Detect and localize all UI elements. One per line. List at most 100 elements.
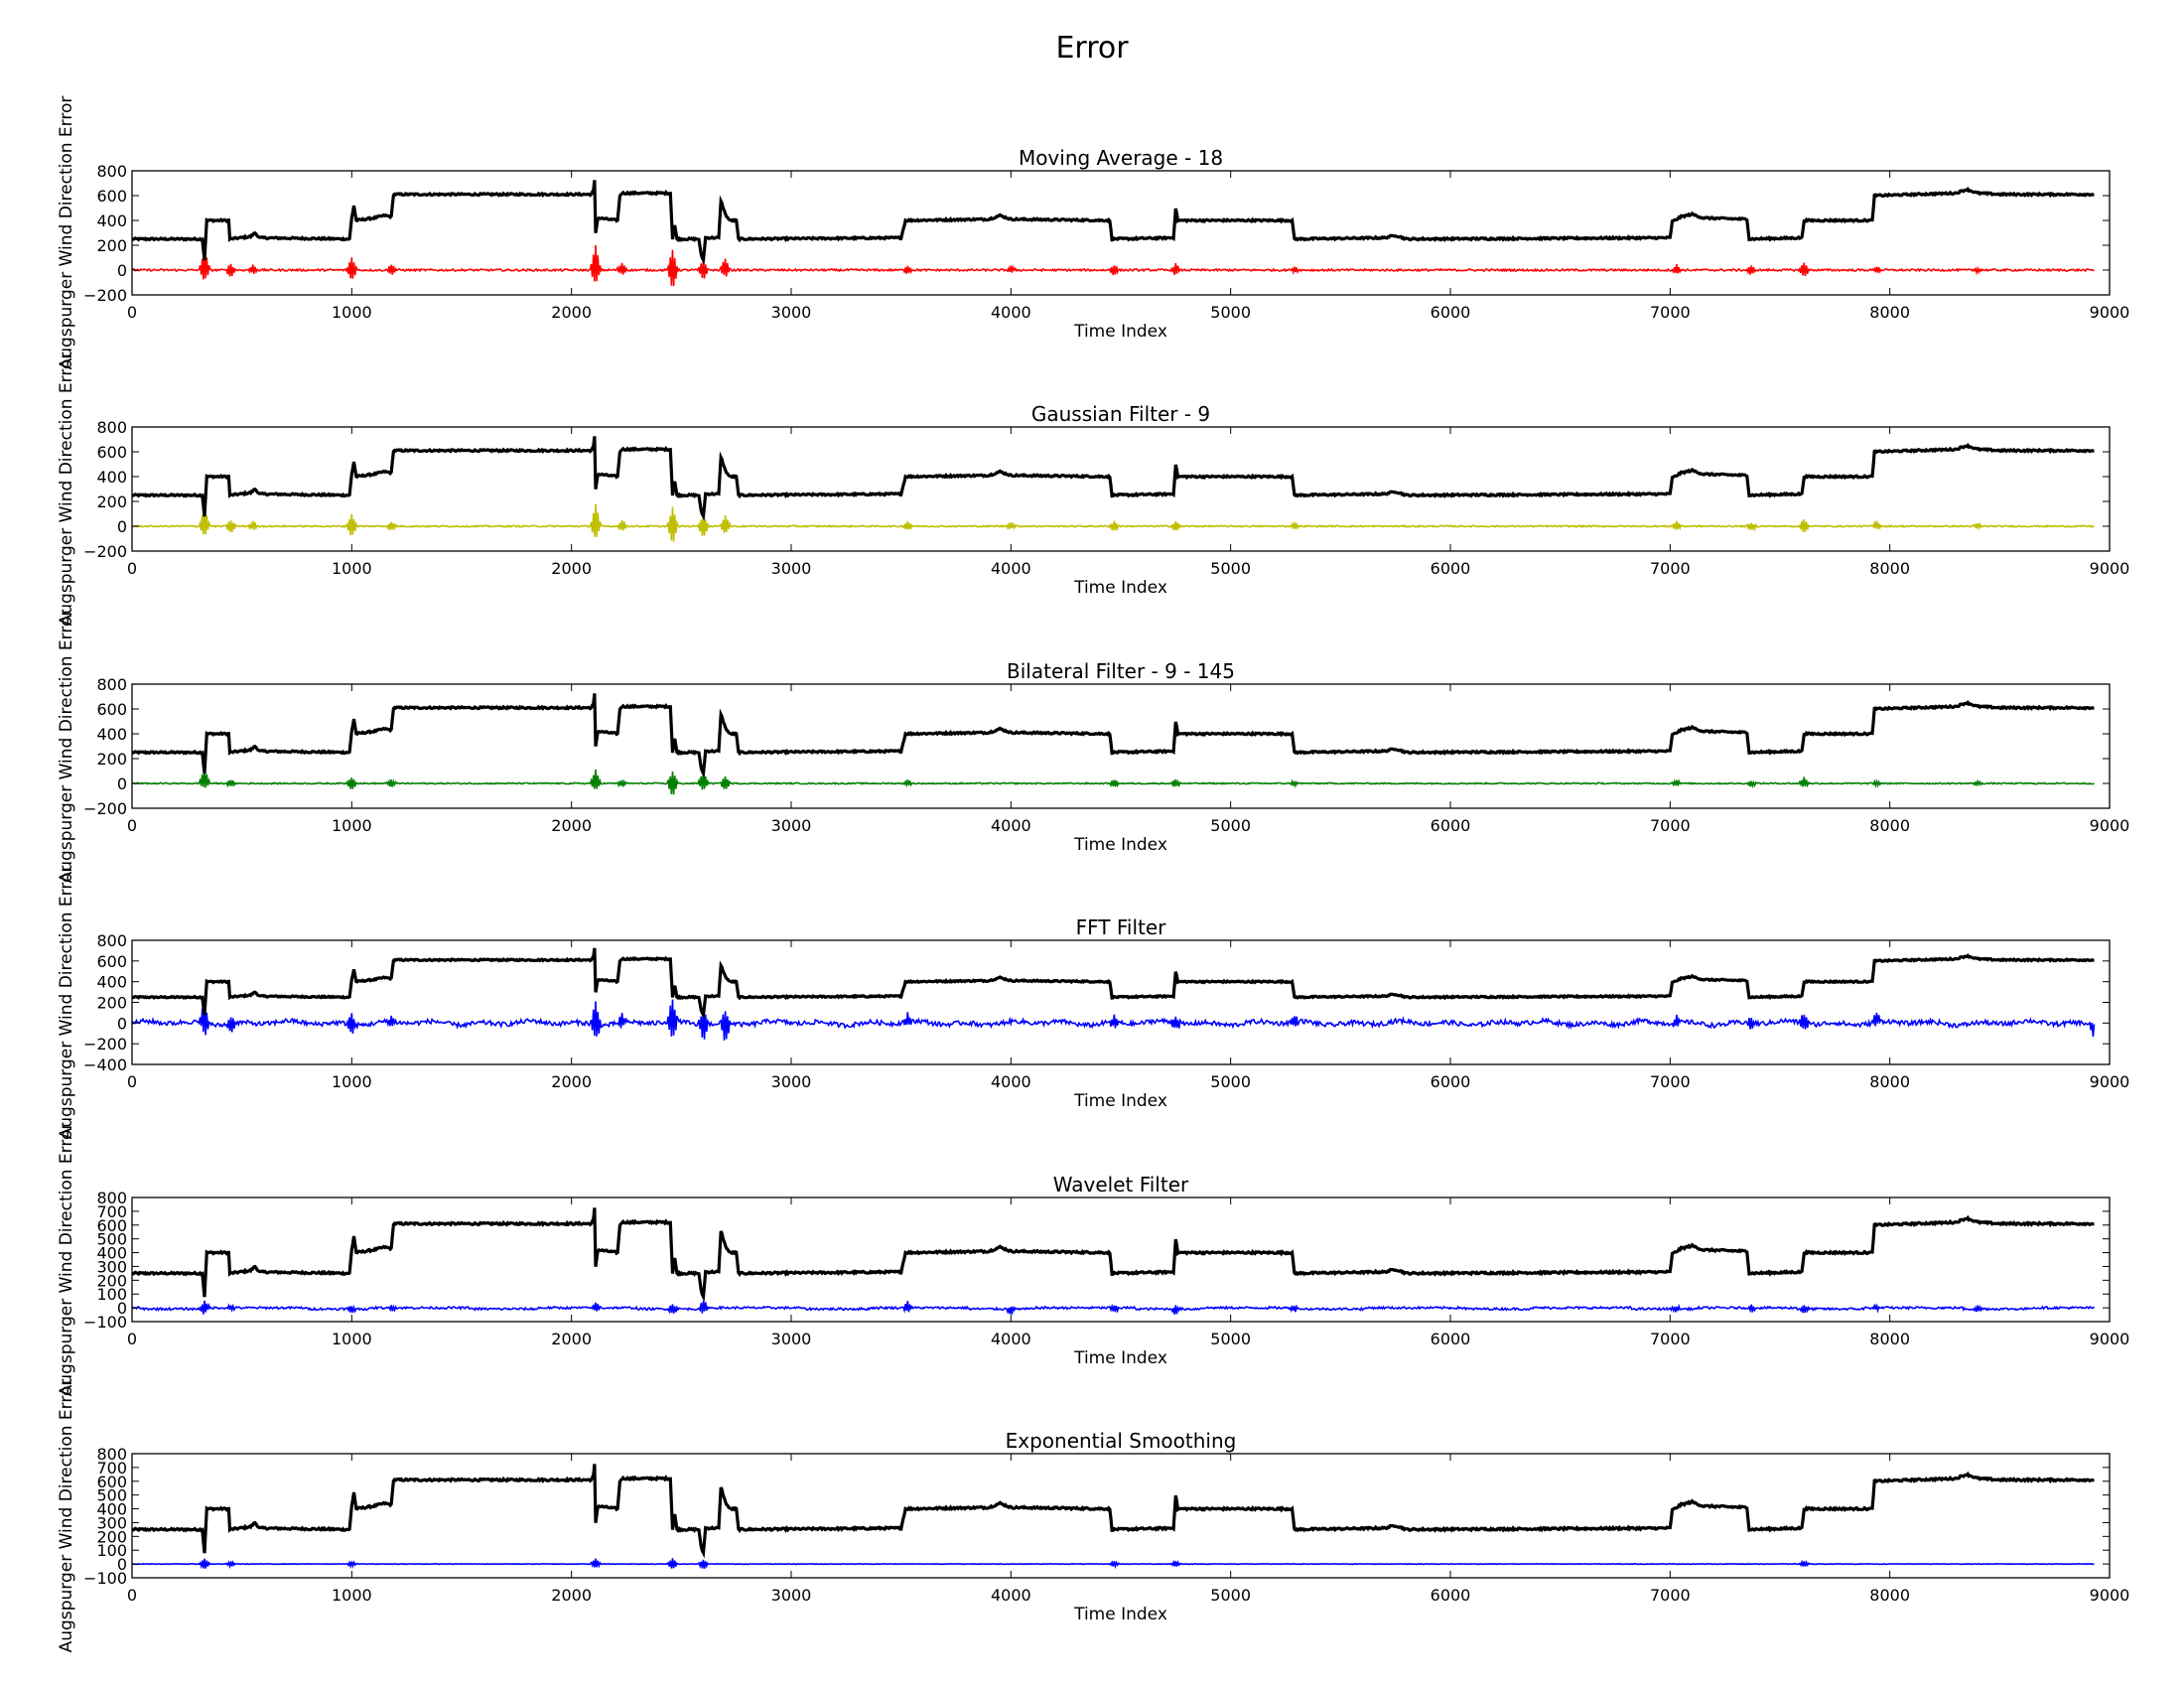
subplot-title: Gaussian Filter - 9 — [1031, 402, 1210, 426]
x-tick-label: 2000 — [551, 1072, 592, 1091]
x-tick-label: 6000 — [1431, 1586, 1471, 1605]
subplot-title: Bilateral Filter - 9 - 145 — [1007, 659, 1235, 683]
subplot-3: 0 1000 2000 3000 4000 5000 6000 7000 8000 9000−20… — [57, 610, 2129, 884]
axes-frame — [131, 1453, 2111, 1579]
x-tick-label: 9000 — [2090, 303, 2130, 322]
error-series-line — [132, 1558, 2095, 1570]
y-tick-label: 0 — [117, 1014, 127, 1033]
y-axis-label: Augspurger Wind Direction Error — [57, 866, 76, 1140]
x-axis-label: Time Index — [1073, 1605, 1167, 1624]
signal-series-line — [132, 180, 2095, 266]
signal-series-line — [132, 1464, 2095, 1559]
y-tick-label: 600 — [96, 1216, 127, 1235]
x-tick-label: 2000 — [551, 1586, 592, 1605]
x-tick-label: 3000 — [771, 1586, 812, 1605]
y-tick-label: 0 — [117, 517, 127, 536]
subplot-6: 0 1000 2000 3000 4000 5000 6000 7000 8000 9000−10… — [57, 1379, 2129, 1653]
y-tick-label: 700 — [96, 1459, 127, 1477]
figure-title: Error — [1055, 31, 1129, 66]
x-tick-label: 6000 — [1431, 1072, 1471, 1091]
x-tick-label: 4000 — [991, 559, 1031, 578]
x-tick-label: 9000 — [2090, 559, 2130, 578]
x-tick-label: 1000 — [332, 1330, 372, 1348]
x-tick-label: 9000 — [2090, 816, 2130, 835]
x-tick-label: 7000 — [1650, 1072, 1691, 1091]
signal-series-line — [132, 436, 2095, 522]
y-tick-label: 800 — [96, 1445, 127, 1464]
y-tick-label: 0 — [117, 774, 127, 793]
y-tick-label: −200 — [83, 286, 127, 305]
y-tick-label: 400 — [96, 973, 127, 992]
y-tick-label: −200 — [83, 799, 127, 818]
x-axis-label: Time Index — [1073, 835, 1167, 855]
x-tick-label: 0 — [127, 1072, 137, 1091]
y-tick-label: 300 — [96, 1513, 127, 1532]
y-tick-label: 700 — [96, 1202, 127, 1221]
y-tick-label: 600 — [96, 443, 127, 462]
y-tick-label: −200 — [83, 1035, 127, 1054]
signal-series-line — [132, 693, 2095, 779]
x-tick-label: 0 — [127, 559, 137, 578]
y-tick-label: 100 — [96, 1285, 127, 1304]
x-tick-label: 2000 — [551, 816, 592, 835]
y-tick-label: −100 — [83, 1569, 127, 1588]
error-series-line — [132, 1300, 2096, 1315]
y-tick-label: 200 — [96, 1527, 127, 1546]
subplot-title: Wavelet Filter — [1053, 1173, 1189, 1196]
y-tick-label: 800 — [96, 162, 127, 181]
y-tick-label: 800 — [96, 1189, 127, 1207]
y-tick-label: 800 — [96, 675, 127, 694]
x-tick-label: 6000 — [1431, 559, 1471, 578]
x-tick-label: 5000 — [1210, 303, 1251, 322]
subplot-panels: 0 1000 2000 3000 4000 5000 6000 7000 8000 9000−20… — [57, 96, 2129, 1653]
axes-frame — [131, 170, 2111, 296]
y-axis-label: Augspurger Wind Direction Error — [57, 1379, 76, 1653]
axes-frame — [131, 426, 2111, 552]
x-tick-label: 0 — [127, 303, 137, 322]
x-tick-label: 7000 — [1650, 303, 1691, 322]
y-tick-label: 400 — [96, 725, 127, 744]
subplot-title: FFT Filter — [1076, 915, 1167, 939]
x-tick-label: 5000 — [1210, 816, 1251, 835]
x-tick-label: 1000 — [332, 559, 372, 578]
x-tick-label: 5000 — [1210, 1586, 1251, 1605]
y-axis-label: Augspurger Wind Direction Error — [57, 96, 76, 370]
x-axis-label: Time Index — [1073, 1348, 1167, 1368]
y-tick-label: 400 — [96, 1244, 127, 1263]
subplot-title: Exponential Smoothing — [1006, 1429, 1237, 1453]
x-tick-label: 0 — [127, 1586, 137, 1605]
y-tick-label: 600 — [96, 187, 127, 206]
x-tick-label: 8000 — [1869, 1072, 1910, 1091]
y-axis-label: Augspurger Wind Direction Error — [57, 352, 76, 627]
x-tick-label: 4000 — [991, 1072, 1031, 1091]
y-tick-label: 200 — [96, 750, 127, 769]
y-tick-label: 600 — [96, 952, 127, 971]
subplot-1: 0 1000 2000 3000 4000 5000 6000 7000 8000 9000−20… — [57, 96, 2129, 370]
y-tick-label: 600 — [96, 1473, 127, 1491]
axes-frame — [131, 1196, 2111, 1323]
y-tick-label: 200 — [96, 1271, 127, 1290]
y-tick-label: 300 — [96, 1257, 127, 1276]
y-tick-label: −400 — [83, 1055, 127, 1074]
y-tick-label: 400 — [96, 1500, 127, 1519]
x-tick-label: 7000 — [1650, 816, 1691, 835]
x-tick-label: 4000 — [991, 1586, 1031, 1605]
x-tick-label: 9000 — [2090, 1330, 2130, 1348]
x-tick-label: 3000 — [771, 816, 812, 835]
x-tick-label: 7000 — [1650, 1330, 1691, 1348]
y-tick-label: 500 — [96, 1486, 127, 1505]
y-tick-label: 200 — [96, 994, 127, 1013]
y-tick-label: 800 — [96, 418, 127, 437]
y-axis-label: Augspurger Wind Direction Error — [57, 610, 76, 884]
error-series-line — [132, 769, 2095, 795]
x-tick-label: 3000 — [771, 1330, 812, 1348]
y-tick-label: 500 — [96, 1230, 127, 1249]
x-tick-label: 1000 — [332, 1586, 372, 1605]
x-tick-label: 8000 — [1869, 559, 1910, 578]
x-tick-label: 5000 — [1210, 559, 1251, 578]
axes-frame — [131, 683, 2111, 809]
x-tick-label: 5000 — [1210, 1330, 1251, 1348]
subplot-title: Moving Average - 18 — [1019, 146, 1223, 170]
y-tick-label: 600 — [96, 700, 127, 719]
